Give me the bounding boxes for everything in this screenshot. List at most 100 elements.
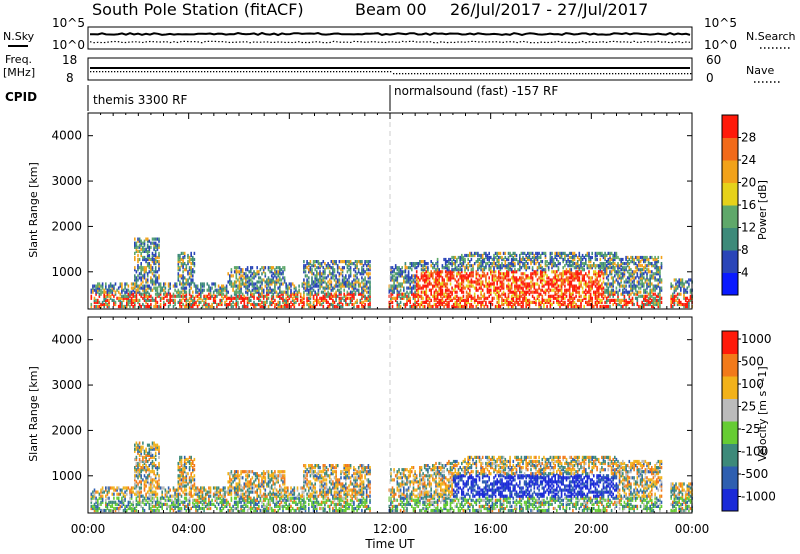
data-cell bbox=[501, 280, 503, 284]
data-cell bbox=[201, 288, 204, 292]
data-cell bbox=[589, 280, 592, 284]
data-cell bbox=[238, 294, 241, 298]
data-cell bbox=[580, 264, 582, 268]
data-cell bbox=[393, 286, 395, 290]
data-cell bbox=[407, 280, 410, 284]
data-cell bbox=[501, 262, 503, 266]
data-cell bbox=[135, 496, 138, 500]
data-cell bbox=[267, 266, 270, 270]
data-cell bbox=[306, 280, 308, 284]
data-cell bbox=[150, 257, 152, 262]
data-cell bbox=[546, 304, 548, 309]
data-cell bbox=[643, 284, 645, 288]
data-cell bbox=[246, 268, 249, 272]
data-cell bbox=[221, 290, 223, 294]
data-cell bbox=[138, 272, 141, 276]
data-cell bbox=[230, 304, 233, 309]
data-cell bbox=[113, 286, 115, 290]
data-cell bbox=[406, 266, 408, 270]
data-cell bbox=[549, 300, 552, 304]
data-cell bbox=[182, 257, 184, 262]
data-cell bbox=[391, 274, 394, 278]
data-cell bbox=[409, 300, 411, 304]
data-cell bbox=[436, 268, 439, 272]
data-cell bbox=[322, 266, 325, 270]
data-cell bbox=[435, 280, 437, 284]
data-cell bbox=[494, 262, 497, 266]
data-cell bbox=[100, 502, 102, 506]
data-cell bbox=[403, 280, 405, 284]
data-cell bbox=[190, 251, 192, 255]
data-cell bbox=[343, 260, 345, 264]
data-cell bbox=[327, 274, 329, 278]
data-cell bbox=[346, 278, 349, 282]
data-cell bbox=[446, 268, 449, 272]
data-cell bbox=[354, 292, 357, 296]
data-cell bbox=[572, 278, 574, 282]
data-cell bbox=[285, 292, 287, 296]
data-cell bbox=[525, 304, 527, 309]
data-cell bbox=[483, 257, 486, 262]
data-cell bbox=[477, 300, 479, 304]
data-cell bbox=[217, 288, 220, 292]
data-cell bbox=[309, 290, 312, 294]
data-cell bbox=[470, 274, 473, 278]
data-cell bbox=[275, 272, 278, 276]
data-cell bbox=[551, 284, 553, 288]
data-cell bbox=[172, 298, 175, 302]
data-cell bbox=[549, 302, 552, 307]
data-cell bbox=[633, 278, 635, 282]
nave-dot bbox=[447, 73, 449, 75]
data-cell bbox=[536, 257, 539, 262]
data-cell bbox=[367, 260, 370, 264]
data-cell bbox=[246, 286, 249, 290]
data-cell bbox=[649, 290, 651, 294]
data-cell bbox=[591, 255, 593, 260]
data-cell bbox=[95, 298, 97, 302]
data-cell bbox=[122, 296, 125, 300]
data-cell bbox=[267, 282, 270, 286]
data-cell bbox=[146, 237, 149, 241]
data-cell bbox=[444, 257, 447, 262]
data-cell bbox=[639, 272, 642, 276]
data-cell bbox=[417, 282, 420, 286]
data-cell bbox=[349, 284, 352, 288]
data-cell bbox=[346, 296, 349, 300]
data-cell bbox=[647, 260, 650, 264]
data-cell bbox=[638, 264, 640, 268]
data-cell bbox=[258, 292, 260, 296]
data-cell bbox=[643, 294, 645, 298]
data-cell bbox=[551, 288, 553, 292]
data-cell bbox=[556, 286, 558, 290]
data-cell bbox=[522, 292, 524, 296]
data-cell bbox=[473, 253, 476, 258]
data-cell bbox=[572, 284, 574, 288]
data-cell bbox=[357, 270, 360, 274]
data-cell bbox=[578, 268, 581, 272]
data-cell bbox=[151, 237, 154, 241]
data-cell bbox=[411, 264, 413, 268]
data-cell bbox=[338, 274, 341, 278]
data-cell bbox=[631, 296, 634, 300]
data-cell bbox=[240, 284, 242, 288]
data-cell bbox=[158, 268, 160, 272]
data-cell bbox=[585, 294, 587, 298]
data-cell bbox=[280, 290, 283, 294]
data-cell bbox=[440, 286, 442, 290]
data-cell bbox=[206, 282, 209, 286]
data-cell bbox=[541, 282, 544, 286]
data-cell bbox=[303, 264, 305, 268]
data-cell bbox=[644, 278, 647, 282]
data-cell bbox=[182, 296, 184, 300]
data-cell bbox=[601, 304, 603, 309]
data-cell bbox=[130, 488, 133, 492]
data-cell bbox=[143, 268, 146, 272]
data-cell bbox=[108, 304, 110, 309]
nave-dot bbox=[405, 73, 407, 75]
data-cell bbox=[490, 282, 492, 286]
nave-dot bbox=[123, 71, 125, 73]
data-cell bbox=[602, 262, 605, 266]
data-cell bbox=[98, 506, 101, 511]
data-cell bbox=[341, 266, 344, 270]
data-cell bbox=[639, 264, 642, 268]
